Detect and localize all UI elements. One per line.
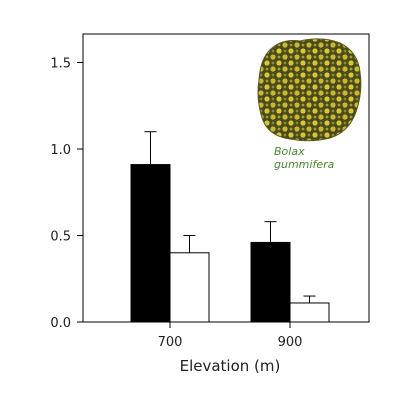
- x-axis-title: Elevation (m): [180, 357, 281, 375]
- bar: [250, 241, 291, 323]
- bolax-gummifera-photo: [257, 38, 362, 142]
- bar: [289, 302, 330, 323]
- y-tick-label: 0.5: [50, 230, 71, 245]
- y-tick-label: 0.0: [50, 316, 71, 331]
- y-tick-label: 1.0: [50, 143, 71, 158]
- bar: [169, 252, 210, 323]
- bar: [130, 164, 171, 323]
- plot-frame: [82, 33, 370, 323]
- x-tick-label: 900: [278, 335, 303, 350]
- annotation-line2: gummifera: [274, 158, 335, 171]
- y-tick-label: 1.5: [50, 57, 71, 72]
- x-tick-label: 700: [158, 335, 183, 350]
- annotation-line1: Bolax: [274, 145, 305, 158]
